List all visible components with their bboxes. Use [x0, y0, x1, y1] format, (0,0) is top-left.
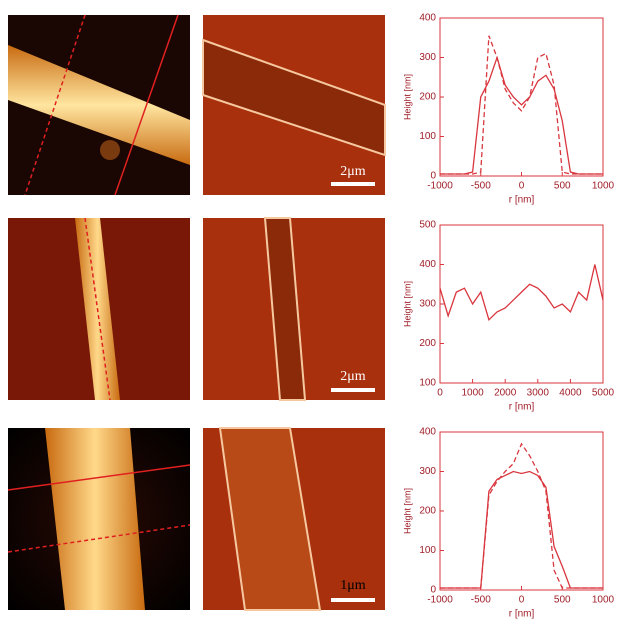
x-axis-label: r [nm] [509, 609, 535, 620]
x-tick-label: 0 [437, 388, 443, 399]
y-axis-label: Height [nm] [402, 74, 412, 120]
x-tick-label: -500 [471, 595, 491, 606]
y-tick-label: 200 [419, 338, 436, 349]
x-tick-label: 500 [554, 595, 571, 606]
y-tick-label: 400 [419, 13, 436, 24]
afm-height-image [8, 15, 190, 195]
figure: 2μm 2μm 1μm 0100200300400-1000-500050010… [0, 0, 617, 629]
data-line [440, 265, 603, 320]
x-tick-label: -1000 [427, 181, 453, 192]
y-tick-label: 200 [419, 506, 436, 517]
afm-phase-image: 2μm [203, 15, 385, 195]
x-tick-label: -500 [471, 181, 491, 192]
x-tick-label: -1000 [427, 595, 453, 606]
x-tick-label: 4000 [559, 388, 582, 399]
data-line [440, 472, 603, 589]
scale-bar-label: 2μm [340, 164, 366, 179]
x-tick-label: 1000 [592, 181, 615, 192]
y-tick-label: 200 [419, 92, 436, 103]
plot-frame [440, 18, 603, 176]
x-axis-label: r [nm] [509, 195, 535, 206]
scale-bar-label: 1μm [340, 578, 366, 593]
y-tick-label: 100 [419, 378, 436, 389]
afm-height-image [8, 218, 190, 400]
plot-frame [440, 225, 603, 383]
y-tick-label: 400 [419, 427, 436, 438]
x-tick-label: 5000 [592, 388, 615, 399]
y-tick-label: 300 [419, 52, 436, 63]
x-tick-label: 500 [554, 181, 571, 192]
afm-phase-image: 1μm [203, 428, 385, 610]
y-tick-label: 100 [419, 545, 436, 556]
y-tick-label: 100 [419, 131, 436, 142]
x-tick-label: 0 [519, 595, 525, 606]
x-tick-label: 1000 [592, 595, 615, 606]
y-tick-label: 500 [419, 220, 436, 231]
x-tick-label: 3000 [527, 388, 550, 399]
y-tick-label: 300 [419, 299, 436, 310]
afm-height-image [8, 428, 190, 610]
plot-frame [440, 432, 603, 590]
x-axis-label: r [nm] [509, 402, 535, 413]
scale-bar-label: 2μm [340, 369, 366, 384]
data-line [440, 58, 603, 175]
y-tick-label: 300 [419, 466, 436, 477]
data-line [440, 444, 603, 588]
x-tick-label: 1000 [461, 388, 484, 399]
y-tick-label: 400 [419, 259, 436, 270]
y-axis-label: Height [nm] [402, 488, 412, 534]
y-axis-label: Height [nm] [402, 281, 412, 327]
x-tick-label: 2000 [494, 388, 517, 399]
afm-phase-image: 2μm [203, 218, 385, 400]
x-tick-label: 0 [519, 181, 525, 192]
